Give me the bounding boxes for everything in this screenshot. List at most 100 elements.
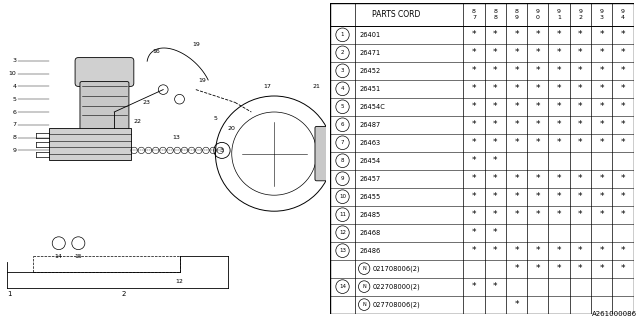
Text: 1: 1	[340, 32, 344, 37]
Text: *: *	[493, 84, 497, 93]
Text: *: *	[557, 246, 561, 255]
Text: *: *	[515, 120, 519, 129]
Text: *: *	[600, 120, 604, 129]
Text: *: *	[621, 174, 625, 183]
Text: 9
3: 9 3	[600, 9, 604, 20]
Text: *: *	[493, 246, 497, 255]
Text: *: *	[536, 66, 540, 75]
Text: *: *	[515, 84, 519, 93]
Text: 021708006(2): 021708006(2)	[373, 265, 420, 272]
Text: *: *	[578, 264, 582, 273]
Text: *: *	[515, 30, 519, 39]
Text: 5: 5	[340, 104, 344, 109]
FancyBboxPatch shape	[315, 126, 335, 181]
Circle shape	[336, 226, 349, 239]
Text: 7: 7	[340, 140, 344, 145]
Text: *: *	[536, 120, 540, 129]
Text: *: *	[557, 210, 561, 219]
Text: 20: 20	[228, 125, 236, 131]
Text: *: *	[600, 30, 604, 39]
Text: *: *	[536, 246, 540, 255]
Text: *: *	[515, 174, 519, 183]
Text: 6: 6	[12, 109, 17, 115]
Text: 17: 17	[264, 84, 271, 89]
Text: 15: 15	[74, 253, 82, 259]
Text: *: *	[536, 84, 540, 93]
Text: *: *	[557, 120, 561, 129]
Text: *: *	[493, 102, 497, 111]
Text: 2: 2	[340, 50, 344, 55]
Text: *: *	[578, 138, 582, 147]
Text: *: *	[600, 192, 604, 201]
Text: *: *	[578, 210, 582, 219]
Text: *: *	[493, 282, 497, 291]
Text: 26485: 26485	[360, 212, 381, 218]
Text: 9
2: 9 2	[579, 9, 582, 20]
Text: *: *	[515, 48, 519, 57]
Text: *: *	[600, 66, 604, 75]
Text: *: *	[472, 66, 476, 75]
Text: *: *	[557, 30, 561, 39]
Text: *: *	[515, 300, 519, 309]
Text: *: *	[515, 192, 519, 201]
Text: *: *	[472, 84, 476, 93]
Text: *: *	[515, 66, 519, 75]
Text: *: *	[621, 246, 625, 255]
Text: *: *	[536, 210, 540, 219]
Text: *: *	[578, 192, 582, 201]
Text: 14: 14	[339, 284, 346, 289]
Text: 26457: 26457	[360, 176, 381, 182]
Circle shape	[336, 118, 349, 132]
Text: *: *	[493, 156, 497, 165]
Text: 8: 8	[12, 135, 17, 140]
Text: *: *	[557, 48, 561, 57]
Circle shape	[336, 100, 349, 114]
Text: *: *	[472, 282, 476, 291]
Text: *: *	[578, 66, 582, 75]
Text: *: *	[578, 120, 582, 129]
Text: *: *	[621, 66, 625, 75]
Text: 26487: 26487	[360, 122, 381, 128]
Text: *: *	[515, 210, 519, 219]
Text: *: *	[578, 246, 582, 255]
Text: *: *	[515, 102, 519, 111]
Text: 5: 5	[12, 97, 17, 102]
Text: *: *	[536, 30, 540, 39]
Circle shape	[336, 136, 349, 149]
Text: *: *	[557, 66, 561, 75]
Text: *: *	[472, 120, 476, 129]
Text: 26468: 26468	[360, 230, 381, 236]
Text: *: *	[557, 192, 561, 201]
Text: *: *	[621, 48, 625, 57]
Text: *: *	[600, 174, 604, 183]
Text: *: *	[578, 174, 582, 183]
Text: 9: 9	[340, 176, 344, 181]
Text: *: *	[578, 84, 582, 93]
Text: *: *	[472, 192, 476, 201]
Text: 10: 10	[339, 194, 346, 199]
Text: 8
7: 8 7	[472, 9, 476, 20]
Circle shape	[336, 208, 349, 221]
Text: 3: 3	[220, 148, 224, 153]
Text: *: *	[600, 264, 604, 273]
FancyBboxPatch shape	[80, 82, 129, 130]
Text: *: *	[557, 138, 561, 147]
Text: 8
9: 8 9	[515, 9, 518, 20]
Text: *: *	[536, 192, 540, 201]
Text: 12: 12	[339, 230, 346, 235]
Text: *: *	[472, 210, 476, 219]
Text: 9
0: 9 0	[536, 9, 540, 20]
Text: 23: 23	[143, 100, 151, 105]
Text: *: *	[536, 138, 540, 147]
Text: 19: 19	[192, 42, 200, 47]
Text: *: *	[536, 264, 540, 273]
Circle shape	[336, 280, 349, 293]
Text: *: *	[600, 138, 604, 147]
Text: 3: 3	[340, 68, 344, 73]
Text: *: *	[557, 102, 561, 111]
Text: 26486: 26486	[360, 248, 381, 254]
Text: *: *	[472, 228, 476, 237]
Text: 4: 4	[340, 86, 344, 91]
Text: 26454C: 26454C	[360, 104, 386, 110]
Text: *: *	[536, 102, 540, 111]
